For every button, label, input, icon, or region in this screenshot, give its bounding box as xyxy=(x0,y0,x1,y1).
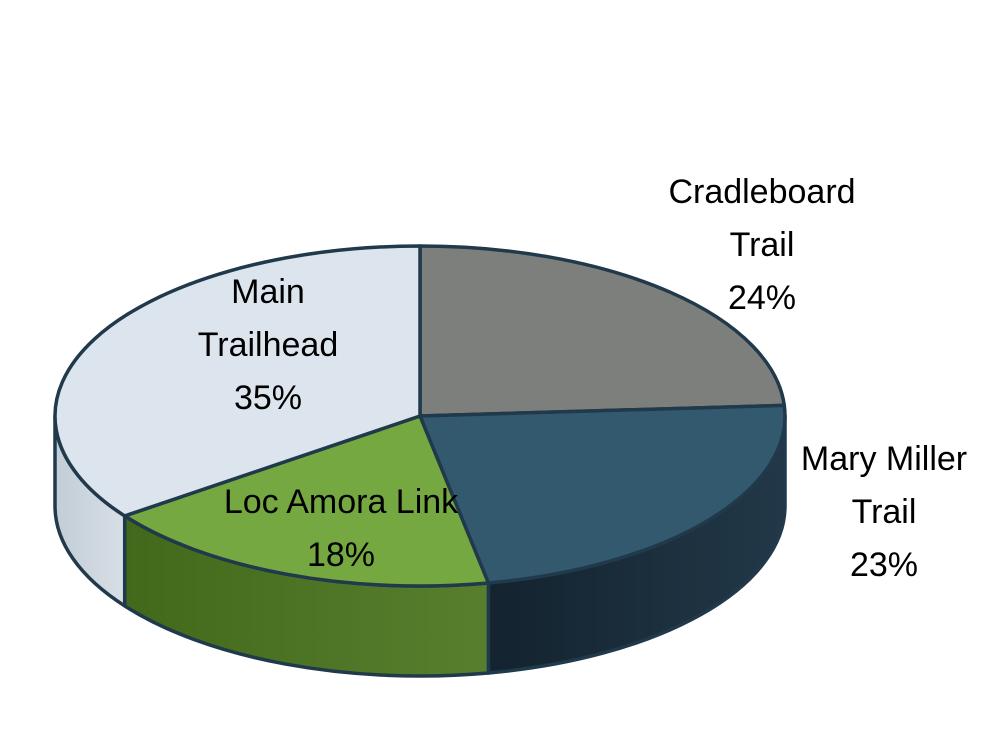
slice-label-line: Mary Miller xyxy=(800,440,968,478)
slice-label-mary-miller-trail: Mary Miller Trail 23% xyxy=(801,433,967,592)
pie-slice-main-trailhead xyxy=(53,244,422,518)
pie-slice-mary-miller-trail xyxy=(418,403,787,585)
slice-label-percent: 35% xyxy=(233,379,303,417)
slice-label-line: Trailhead xyxy=(197,326,339,364)
pie-slice-cradleboard-trail xyxy=(418,244,787,418)
slice-label-percent: 23% xyxy=(849,546,919,584)
slice-label-cradleboard-trail: Cradleboard Trail 24% xyxy=(668,166,855,325)
slice-label-line: Main xyxy=(231,273,305,311)
slice-label-percent: 24% xyxy=(727,279,797,317)
slice-label-loc-amora-link: Loc Amora Link 18% xyxy=(224,476,458,582)
slice-label-line: Trail xyxy=(851,493,917,531)
pie-slice-loc-amora-link xyxy=(122,414,491,588)
slice-label-line: Trail xyxy=(729,226,795,264)
slice-label-main-trailhead: Main Trailhead 35% xyxy=(198,266,338,425)
slice-label-percent: 18% xyxy=(306,536,376,574)
slice-label-line: Cradleboard xyxy=(668,173,856,211)
slice-label-line: Loc Amora Link xyxy=(223,483,459,521)
